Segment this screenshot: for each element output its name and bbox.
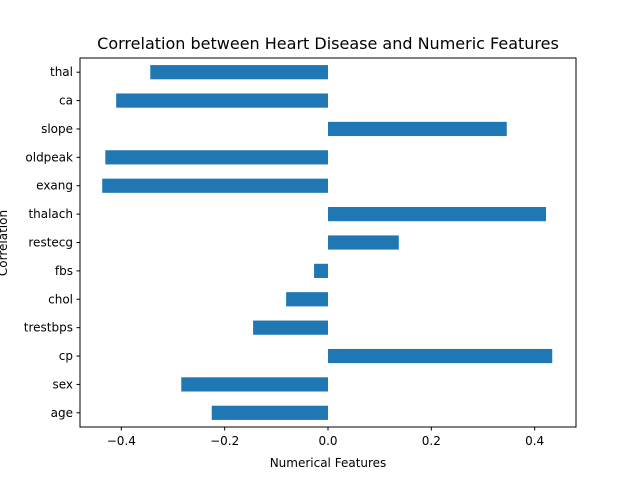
x-axis-label: Numerical Features (270, 456, 387, 470)
bar-trestbps (253, 320, 328, 335)
y-tick-label: thalach (28, 207, 73, 221)
y-tick-label: chol (48, 292, 73, 306)
bar-fbs (314, 263, 328, 278)
x-tick-label: 0.4 (525, 434, 544, 448)
bars-group (102, 65, 553, 420)
bar-thalach (328, 207, 547, 222)
plot-frame (79, 57, 577, 428)
bar-thal (150, 65, 328, 80)
y-tick-label: fbs (55, 264, 73, 278)
y-tick-label: ca (59, 94, 73, 108)
x-tick-label: 0.0 (318, 434, 337, 448)
bar-restecg (328, 235, 399, 250)
y-axis-ticks: age sex cp trestbps chol fbs restecg thalach exa… (24, 65, 80, 420)
bar-exang (102, 178, 328, 193)
bar-sex (181, 377, 328, 392)
bar-age (211, 405, 328, 420)
bar-cp (328, 348, 553, 364)
x-tick-label: 0.2 (422, 434, 441, 448)
y-tick-label: trestbps (24, 321, 73, 335)
y-tick-label: age (51, 406, 73, 420)
x-tick-label: −0.4 (107, 434, 136, 448)
bar-oldpeak (105, 150, 328, 165)
y-tick-label: sex (52, 377, 73, 391)
y-tick-label: thal (50, 65, 73, 79)
y-axis-label: Correlation (0, 210, 10, 276)
chart-title: Correlation between Heart Disease and Nu… (97, 34, 559, 53)
bar-slope (328, 121, 507, 137)
y-tick-label: exang (36, 179, 73, 193)
y-tick-label: oldpeak (25, 150, 73, 164)
y-tick-label: slope (41, 122, 73, 136)
x-axis-ticks: −0.4 −0.2 0.0 0.2 0.4 (107, 427, 544, 448)
y-tick-label: cp (59, 349, 73, 363)
bar-chol (286, 292, 328, 307)
bar-ca (116, 93, 329, 108)
x-tick-label: −0.2 (210, 434, 239, 448)
y-tick-label: restecg (28, 236, 73, 250)
